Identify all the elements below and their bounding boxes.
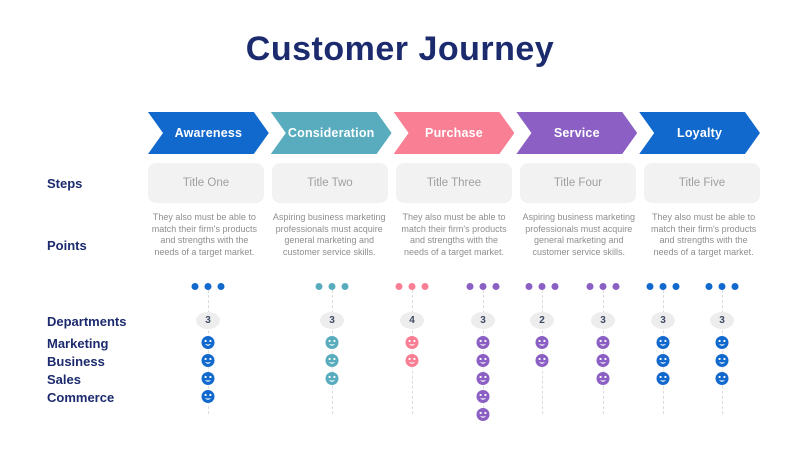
department-column-8: 3 <box>692 280 752 430</box>
step-title-box: Title One <box>148 163 264 203</box>
smiley-face-icon <box>477 336 490 349</box>
department-count-badge: 2 <box>530 312 554 329</box>
department-column-7: 3 <box>633 280 693 430</box>
smiley-face-icon <box>406 354 419 367</box>
step-title-box: Title Two <box>272 163 388 203</box>
department-count-badge: 3 <box>471 312 495 329</box>
smiley-face-icon <box>477 408 490 421</box>
department-count-badge: 3 <box>591 312 615 329</box>
department-column-4: 3 <box>453 280 513 430</box>
step-title-box: Title Four <box>520 163 636 203</box>
smiley-face-icon <box>202 372 215 385</box>
point-text: They also must be able to match their fi… <box>151 212 258 258</box>
row-label-steps: Steps <box>47 176 83 191</box>
smiley-face-icon <box>657 336 670 349</box>
stage-arrow-service: Service <box>516 112 637 154</box>
smiley-face-icon <box>536 354 549 367</box>
smiley-face-icon <box>477 372 490 385</box>
smiley-face-icon <box>326 372 339 385</box>
department-count-badge: 3 <box>196 312 220 329</box>
row-label-marketing: Marketing <box>47 336 109 351</box>
department-column-2: 3 <box>302 280 362 430</box>
row-label-points: Points <box>47 238 87 253</box>
dot-group <box>395 283 429 290</box>
smiley-face-icon <box>477 390 490 403</box>
smiley-face-icon <box>716 336 729 349</box>
steps-row: Title One Title Two Title Three Title Fo… <box>148 163 760 203</box>
smiley-face-icon <box>326 336 339 349</box>
dot-group <box>315 283 349 290</box>
point-text: Aspiring business marketing professional… <box>272 212 386 258</box>
smiley-face-icon <box>716 372 729 385</box>
dot-group <box>705 283 739 290</box>
point-text: Aspiring business marketing professional… <box>522 212 636 258</box>
stage-arrow-consideration: Consideration <box>271 112 392 154</box>
row-label-departments: Departments <box>47 314 127 329</box>
smiley-face-icon <box>202 390 215 403</box>
department-column-3: 4 <box>382 280 442 430</box>
department-count-badge: 3 <box>651 312 675 329</box>
smiley-face-icon <box>202 336 215 349</box>
row-label-business: Business <box>47 354 105 369</box>
dot-group <box>466 283 500 290</box>
dot-group <box>586 283 620 290</box>
smiley-face-icon <box>597 372 610 385</box>
stage-arrow-purchase: Purchase <box>394 112 515 154</box>
stage-arrow-awareness: Awareness <box>148 112 269 154</box>
department-count-badge: 3 <box>320 312 344 329</box>
smiley-face-icon <box>597 354 610 367</box>
dot-group <box>525 283 559 290</box>
department-column-5: 2 <box>512 280 572 430</box>
step-title-box: Title Three <box>396 163 512 203</box>
stage-arrow-loyalty: Loyalty <box>639 112 760 154</box>
smiley-face-icon <box>657 372 670 385</box>
department-count-badge: 4 <box>400 312 424 329</box>
department-column-6: 3 <box>573 280 633 430</box>
smiley-face-icon <box>536 336 549 349</box>
smiley-face-icon <box>477 354 490 367</box>
dot-group <box>191 283 225 290</box>
point-text: They also must be able to match their fi… <box>650 212 757 258</box>
row-label-sales: Sales <box>47 372 81 387</box>
department-column-1: 3 <box>178 280 238 430</box>
point-text: They also must be able to match their fi… <box>401 212 507 258</box>
points-row: They also must be able to match their fi… <box>142 212 766 259</box>
row-label-commerce: Commerce <box>47 390 115 405</box>
smiley-face-icon <box>406 336 419 349</box>
journey-stage-arrows: Awareness Consideration Purchase Service… <box>148 112 760 154</box>
smiley-face-icon <box>597 336 610 349</box>
smiley-face-icon <box>326 354 339 367</box>
step-title-box: Title Five <box>644 163 760 203</box>
page-title: Customer Journey <box>245 30 555 68</box>
department-count-badge: 3 <box>710 312 734 329</box>
smiley-face-icon <box>657 354 670 367</box>
smiley-face-icon <box>202 354 215 367</box>
dot-group <box>646 283 680 290</box>
smiley-face-icon <box>716 354 729 367</box>
